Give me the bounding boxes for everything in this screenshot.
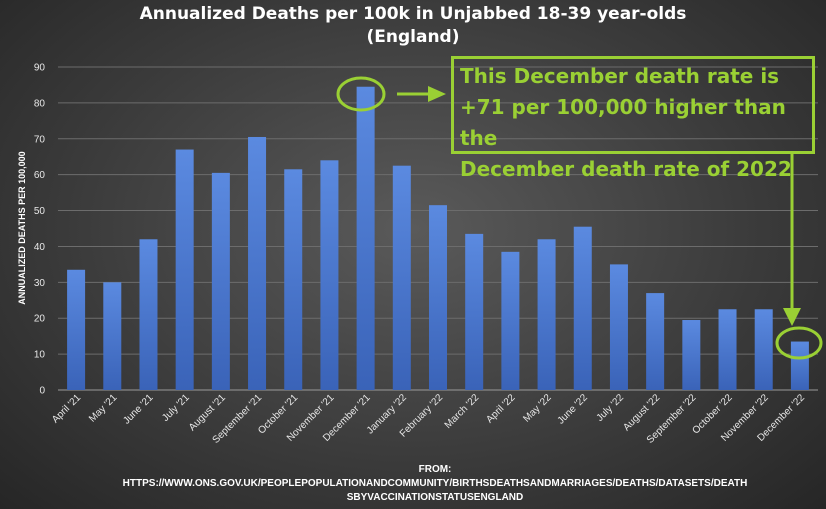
highlight-ellipse-december-21 (336, 76, 386, 112)
source-line-3: SBYVACCINATIONSTATUSENGLAND (346, 492, 524, 503)
x-tick-label: May '22 (521, 392, 554, 425)
bar (67, 269, 86, 390)
highlight-ellipse-december-22 (775, 326, 823, 360)
annotation-line-2: +71 per 100,000 higher than the (460, 95, 786, 150)
bar (284, 169, 303, 390)
annotation-line-1: This December death rate is (460, 64, 780, 88)
bar (103, 282, 122, 390)
x-tick-label: April '21 (50, 392, 83, 425)
x-tick-label: July '21 (160, 392, 192, 424)
annotation-marks (336, 76, 823, 360)
bar (320, 160, 339, 390)
source-note: FROM: HTTPS://WWW.ONS.GOV.UK/PEOPLEPOPUL… (60, 463, 810, 505)
y-tick-label: 30 (34, 278, 46, 289)
bar (609, 264, 628, 390)
y-axis-ticks: 0 10 20 30 40 50 60 70 80 90 (34, 63, 46, 397)
bar (139, 239, 158, 390)
y-tick-label: 40 (34, 242, 46, 253)
y-tick-label: 90 (34, 63, 46, 74)
chart-title: Annualized Deaths per 100k in Unjabbed 1… (0, 3, 826, 49)
bar (682, 320, 701, 390)
annotation-callout: This December death rate is +71 per 100,… (451, 56, 815, 181)
bar (175, 149, 194, 390)
bar (573, 226, 592, 390)
bar (501, 251, 520, 390)
x-tick-label: July '22 (595, 392, 627, 424)
source-line-2: HTTPS://WWW.ONS.GOV.UK/PEOPLEPOPULATIONA… (122, 478, 748, 489)
bars (67, 86, 809, 390)
source-line-1: FROM: (418, 464, 452, 475)
annotation-line-3: December death rate of 2022 (460, 157, 792, 181)
arrow-to-december-22-head (783, 308, 801, 326)
y-tick-label: 0 (39, 386, 45, 397)
bar (790, 341, 809, 390)
y-axis-label: ANNUALIZED DEATHS PER 100,000 (17, 151, 27, 304)
y-tick-label: 20 (34, 314, 46, 325)
y-tick-label: 80 (34, 98, 46, 109)
bar (392, 165, 411, 390)
x-tick-label: June '22 (556, 392, 591, 427)
bar (465, 233, 484, 390)
bar (754, 309, 773, 390)
y-tick-label: 10 (34, 350, 46, 361)
x-tick-label: June '21 (121, 392, 156, 427)
bar (248, 136, 267, 390)
chart-title-line-1: Annualized Deaths per 100k in Unjabbed 1… (139, 4, 687, 24)
y-tick-label: 70 (34, 134, 46, 145)
x-tick-label: May '21 (87, 392, 120, 425)
x-tick-label: March '22 (443, 392, 482, 431)
arrow-to-callout-head (428, 86, 446, 102)
bar (356, 86, 375, 390)
bar (646, 293, 665, 390)
y-tick-label: 60 (34, 170, 46, 181)
x-tick-label: April '22 (484, 392, 517, 425)
bar (429, 205, 447, 390)
bar (718, 309, 737, 390)
bar (211, 172, 230, 390)
chart-title-line-2: (England) (366, 27, 460, 47)
y-tick-label: 50 (34, 206, 46, 217)
bar (537, 239, 556, 390)
